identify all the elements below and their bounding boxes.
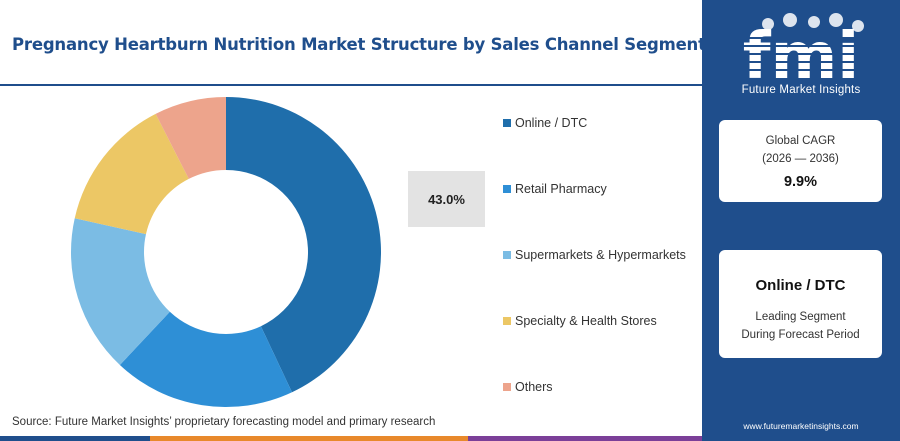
cagr-value: 9.9% <box>783 174 818 190</box>
legend-swatch <box>503 383 511 391</box>
legend-label: Others <box>515 380 553 394</box>
donut-slice-retail-pharmacy <box>119 311 292 407</box>
cagr-label: Global CAGR <box>765 135 836 147</box>
source-note: Source: Future Market Insights’ propriet… <box>12 416 436 428</box>
leading-segment-card: Online / DTC Leading Segment During Fore… <box>719 250 882 358</box>
leading-segment-label: Leading Segment <box>755 311 846 323</box>
website-url: www.futuremarketinsights.com <box>743 421 859 431</box>
chart-legend: Online / DTC Retail Pharmacy Supermarkets … <box>503 0 703 441</box>
sidebar <box>702 0 900 441</box>
cagr-card: Global CAGR (2026 — 2036) 9.9% <box>719 120 882 202</box>
legend-swatch <box>503 185 511 193</box>
donut-chart <box>71 97 381 407</box>
donut-slice-others <box>155 97 226 179</box>
leading-segment-period: During Forecast Period <box>741 329 860 341</box>
logo-letters: fmi <box>743 20 859 94</box>
donut-slice-specialty-health-stores <box>74 113 189 235</box>
legend-item: Online / DTC <box>503 116 587 130</box>
legend-swatch <box>503 317 511 325</box>
bottom-bar-segment-purple <box>468 436 702 441</box>
legend-label: Specialty & Health Stores <box>515 314 657 328</box>
legend-swatch <box>503 251 511 259</box>
fmi-logo: fmi <box>728 13 874 94</box>
title-divider <box>0 84 702 86</box>
bottom-bar-segment-blue <box>0 436 150 441</box>
bottom-bar-segment-orange <box>150 436 468 441</box>
legend-swatch <box>503 119 511 127</box>
legend-item: Others <box>503 380 553 394</box>
legend-item: Supermarkets & Hypermarkets <box>503 248 686 262</box>
chart-panel: Pregnancy Heartburn Nutrition Market Str… <box>0 0 706 441</box>
highlight-value: 43.0% <box>428 191 465 207</box>
chart-title: Pregnancy Heartburn Nutrition Market Str… <box>12 35 706 54</box>
donut-slice-online-dtc <box>226 97 381 393</box>
bottom-accent-bar <box>0 436 702 441</box>
legend-label: Retail Pharmacy <box>515 182 607 196</box>
leading-segment-name: Online / DTC <box>755 277 846 294</box>
cagr-period: (2026 — 2036) <box>762 153 839 165</box>
legend-label: Supermarkets & Hypermarkets <box>515 248 686 262</box>
logo-tagline: Future Market Insights <box>741 84 861 96</box>
donut-slice-supermarkets-hypermarkets <box>71 218 170 365</box>
legend-item: Retail Pharmacy <box>503 182 607 196</box>
highlight-value-box: 43.0% <box>408 171 485 227</box>
legend-item: Specialty & Health Stores <box>503 314 657 328</box>
legend-label: Online / DTC <box>515 116 588 130</box>
